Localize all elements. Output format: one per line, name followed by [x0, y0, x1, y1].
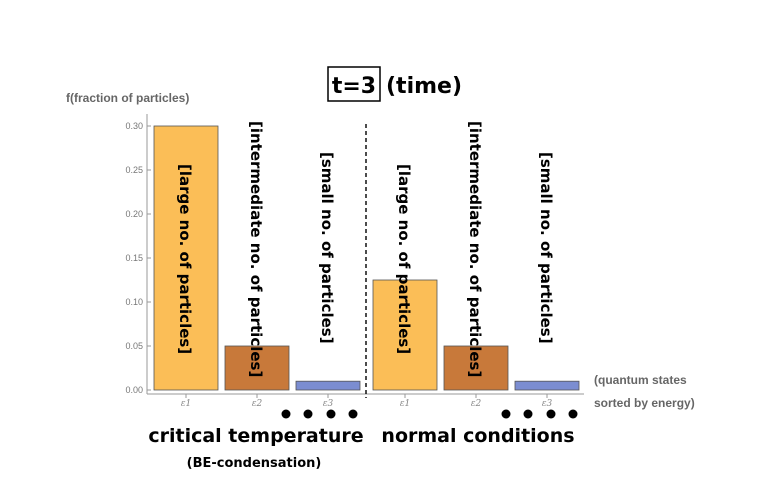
- y-tick-label: 0.05: [125, 341, 143, 351]
- category-label: ε3: [323, 399, 334, 409]
- category-label: ε2: [471, 399, 482, 409]
- dot: [546, 409, 556, 419]
- group-label-critical: critical temperature: [148, 425, 363, 447]
- ellipsis-dots-group-1: [281, 409, 358, 419]
- dot: [326, 409, 336, 419]
- dot: [568, 409, 578, 419]
- bar-g1-1: [153, 125, 219, 391]
- bar-annotation: [intermediate no. of particles]: [247, 121, 265, 377]
- dot: [523, 409, 533, 419]
- y-tick-label: 0.15: [125, 253, 143, 263]
- y-tick-label: 0.10: [125, 297, 143, 307]
- bar-annotation: [small no. of particles]: [537, 152, 555, 344]
- category-labels: ε1 ε2 ε3 ε1 ε2 ε3: [181, 394, 553, 409]
- title-box: [327, 66, 381, 102]
- y-tick-label: 0.20: [125, 209, 143, 219]
- group-sublabel-critical: (BE-condensation): [187, 456, 322, 471]
- y-tick-label: 0.30: [125, 121, 143, 131]
- dot: [281, 409, 291, 419]
- bar-labels: [large no. of particles] [intermediate no…: [176, 121, 555, 377]
- ellipsis-dots-group-2: [501, 409, 578, 419]
- y-axis-title: f(fraction of particles): [66, 91, 189, 105]
- bar-g2-1: [372, 279, 438, 391]
- title-boxed: t=3: [332, 74, 376, 99]
- bar-g2-2: [443, 345, 509, 391]
- bar-annotation: [intermediate no. of particles]: [466, 121, 484, 377]
- category-label: ε3: [542, 399, 553, 409]
- dot: [348, 409, 358, 419]
- group-label-normal: normal conditions: [381, 425, 574, 447]
- category-label: ε2: [252, 399, 263, 409]
- x-axis-title-line-1: (quantum states: [594, 373, 687, 387]
- y-tick-label: 0.00: [125, 385, 143, 395]
- bar-g1-3: [295, 380, 361, 391]
- x-axis-title-line-2: sorted by energy): [594, 396, 695, 410]
- bar-annotation: [large no. of particles]: [395, 164, 413, 354]
- category-label: ε1: [400, 399, 411, 409]
- category-label: ε1: [181, 399, 192, 409]
- dot: [303, 409, 313, 419]
- bar-annotation: [small no. of particles]: [318, 152, 336, 344]
- dot: [501, 409, 511, 419]
- bar-annotation: [large no. of particles]: [176, 164, 194, 354]
- bars: [153, 125, 580, 391]
- title-rest: (time): [386, 74, 462, 99]
- bar-g1-2: [224, 345, 290, 391]
- y-tick-label: 0.25: [125, 165, 143, 175]
- y-ticks: 0.00 0.05 0.10 0.15 0.20 0.25 0.30: [125, 121, 151, 395]
- bar-g2-3: [514, 380, 580, 391]
